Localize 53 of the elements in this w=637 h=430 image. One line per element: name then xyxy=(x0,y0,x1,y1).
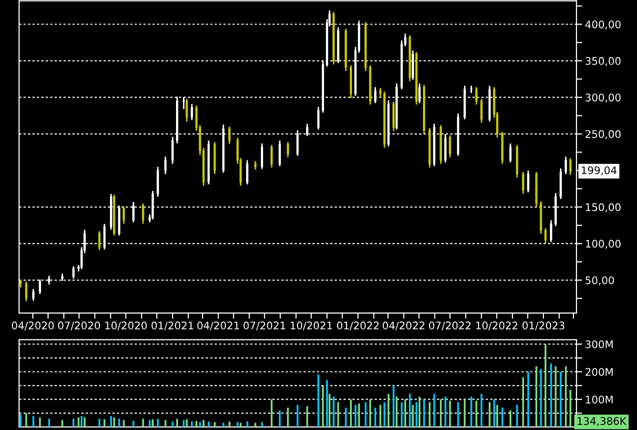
candlestick xyxy=(278,140,281,166)
y-tick-label: 400,00 xyxy=(585,20,621,30)
y-tick-label: 200M xyxy=(586,368,613,376)
x-tick-label: 04/2022 xyxy=(382,322,424,330)
candlestick xyxy=(260,143,264,169)
x-tick-label: 07/2021 xyxy=(244,322,286,330)
candlestick xyxy=(522,172,524,194)
x-tick-label: 10/2021 xyxy=(290,322,332,330)
x-tick-label: 01/2023 xyxy=(522,322,564,330)
x-tick-label: 07/2020 xyxy=(58,322,100,330)
candlestick xyxy=(317,106,320,130)
y-tick-label: 250,00 xyxy=(586,130,621,140)
x-tick-label: 07/2022 xyxy=(429,322,471,330)
y-tick-label: 300M xyxy=(586,340,613,348)
candlestick xyxy=(156,166,159,197)
candlestick xyxy=(270,144,273,168)
y-tick-label: 100,00 xyxy=(586,240,621,249)
candlestick xyxy=(122,206,125,224)
x-tick-label: 10/2022 xyxy=(476,322,518,330)
candlestick xyxy=(392,102,395,131)
candlestick xyxy=(544,228,547,244)
y-tick-label: 350,00 xyxy=(586,57,621,66)
x-tick-label: 01/2022 xyxy=(337,322,379,330)
candlestick xyxy=(509,143,512,162)
candlestick xyxy=(164,156,167,174)
candlestick xyxy=(475,87,478,105)
y-tick-label: 100M xyxy=(586,396,613,404)
candlestick xyxy=(246,160,248,184)
candlestick xyxy=(25,282,28,302)
text: 134,386K xyxy=(578,417,627,426)
x-tick-label: 04/2021 xyxy=(197,322,239,330)
candlestick xyxy=(448,135,452,158)
candlestick xyxy=(228,126,231,144)
x-tick-label: 01/2021 xyxy=(152,322,194,330)
candlestick xyxy=(569,158,572,175)
candlestick xyxy=(98,231,100,250)
annotation: 199,04 xyxy=(582,166,617,176)
y-tick-label: 150,00 xyxy=(586,203,621,212)
y-tick-label: 300,00 xyxy=(586,94,621,103)
x-tick-label: 10/2020 xyxy=(105,322,147,330)
candlestick xyxy=(480,98,483,123)
candlestick xyxy=(32,288,34,301)
candlestick xyxy=(527,170,530,192)
candlestick xyxy=(550,220,552,242)
candlestick xyxy=(470,86,472,93)
candlestick xyxy=(564,156,567,174)
candlestick xyxy=(142,203,144,224)
candlestick xyxy=(286,142,289,158)
y-tick-label: 50,00 xyxy=(586,276,614,286)
candlestick xyxy=(171,136,174,164)
candlestick xyxy=(190,104,193,120)
candlestick xyxy=(186,98,188,122)
x-tick-label: 04/2020 xyxy=(12,322,54,330)
